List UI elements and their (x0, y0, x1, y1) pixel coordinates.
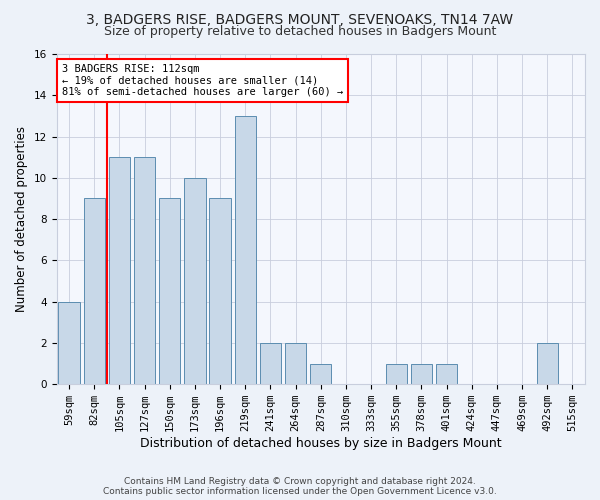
Bar (134, 157, 155, 384)
Bar (184, 178, 206, 384)
X-axis label: Distribution of detached houses by size in Badgers Mount: Distribution of detached houses by size … (140, 437, 502, 450)
Y-axis label: Number of detached properties: Number of detached properties (15, 126, 28, 312)
Bar (260, 343, 281, 384)
Text: 3, BADGERS RISE, BADGERS MOUNT, SEVENOAKS, TN14 7AW: 3, BADGERS RISE, BADGERS MOUNT, SEVENOAK… (86, 12, 514, 26)
Bar (285, 343, 306, 384)
Bar (310, 364, 331, 384)
Text: 3 BADGERS RISE: 112sqm
← 19% of detached houses are smaller (14)
81% of semi-det: 3 BADGERS RISE: 112sqm ← 19% of detached… (62, 64, 343, 97)
Bar (436, 364, 457, 384)
Bar (235, 116, 256, 384)
Bar (209, 198, 231, 384)
Bar (386, 364, 407, 384)
Bar (411, 364, 432, 384)
Text: Contains HM Land Registry data © Crown copyright and database right 2024.
Contai: Contains HM Land Registry data © Crown c… (103, 476, 497, 496)
Text: Size of property relative to detached houses in Badgers Mount: Size of property relative to detached ho… (104, 25, 496, 38)
Bar (536, 343, 558, 384)
Bar (83, 198, 105, 384)
Bar (58, 302, 80, 384)
Bar (159, 198, 181, 384)
Bar (109, 157, 130, 384)
